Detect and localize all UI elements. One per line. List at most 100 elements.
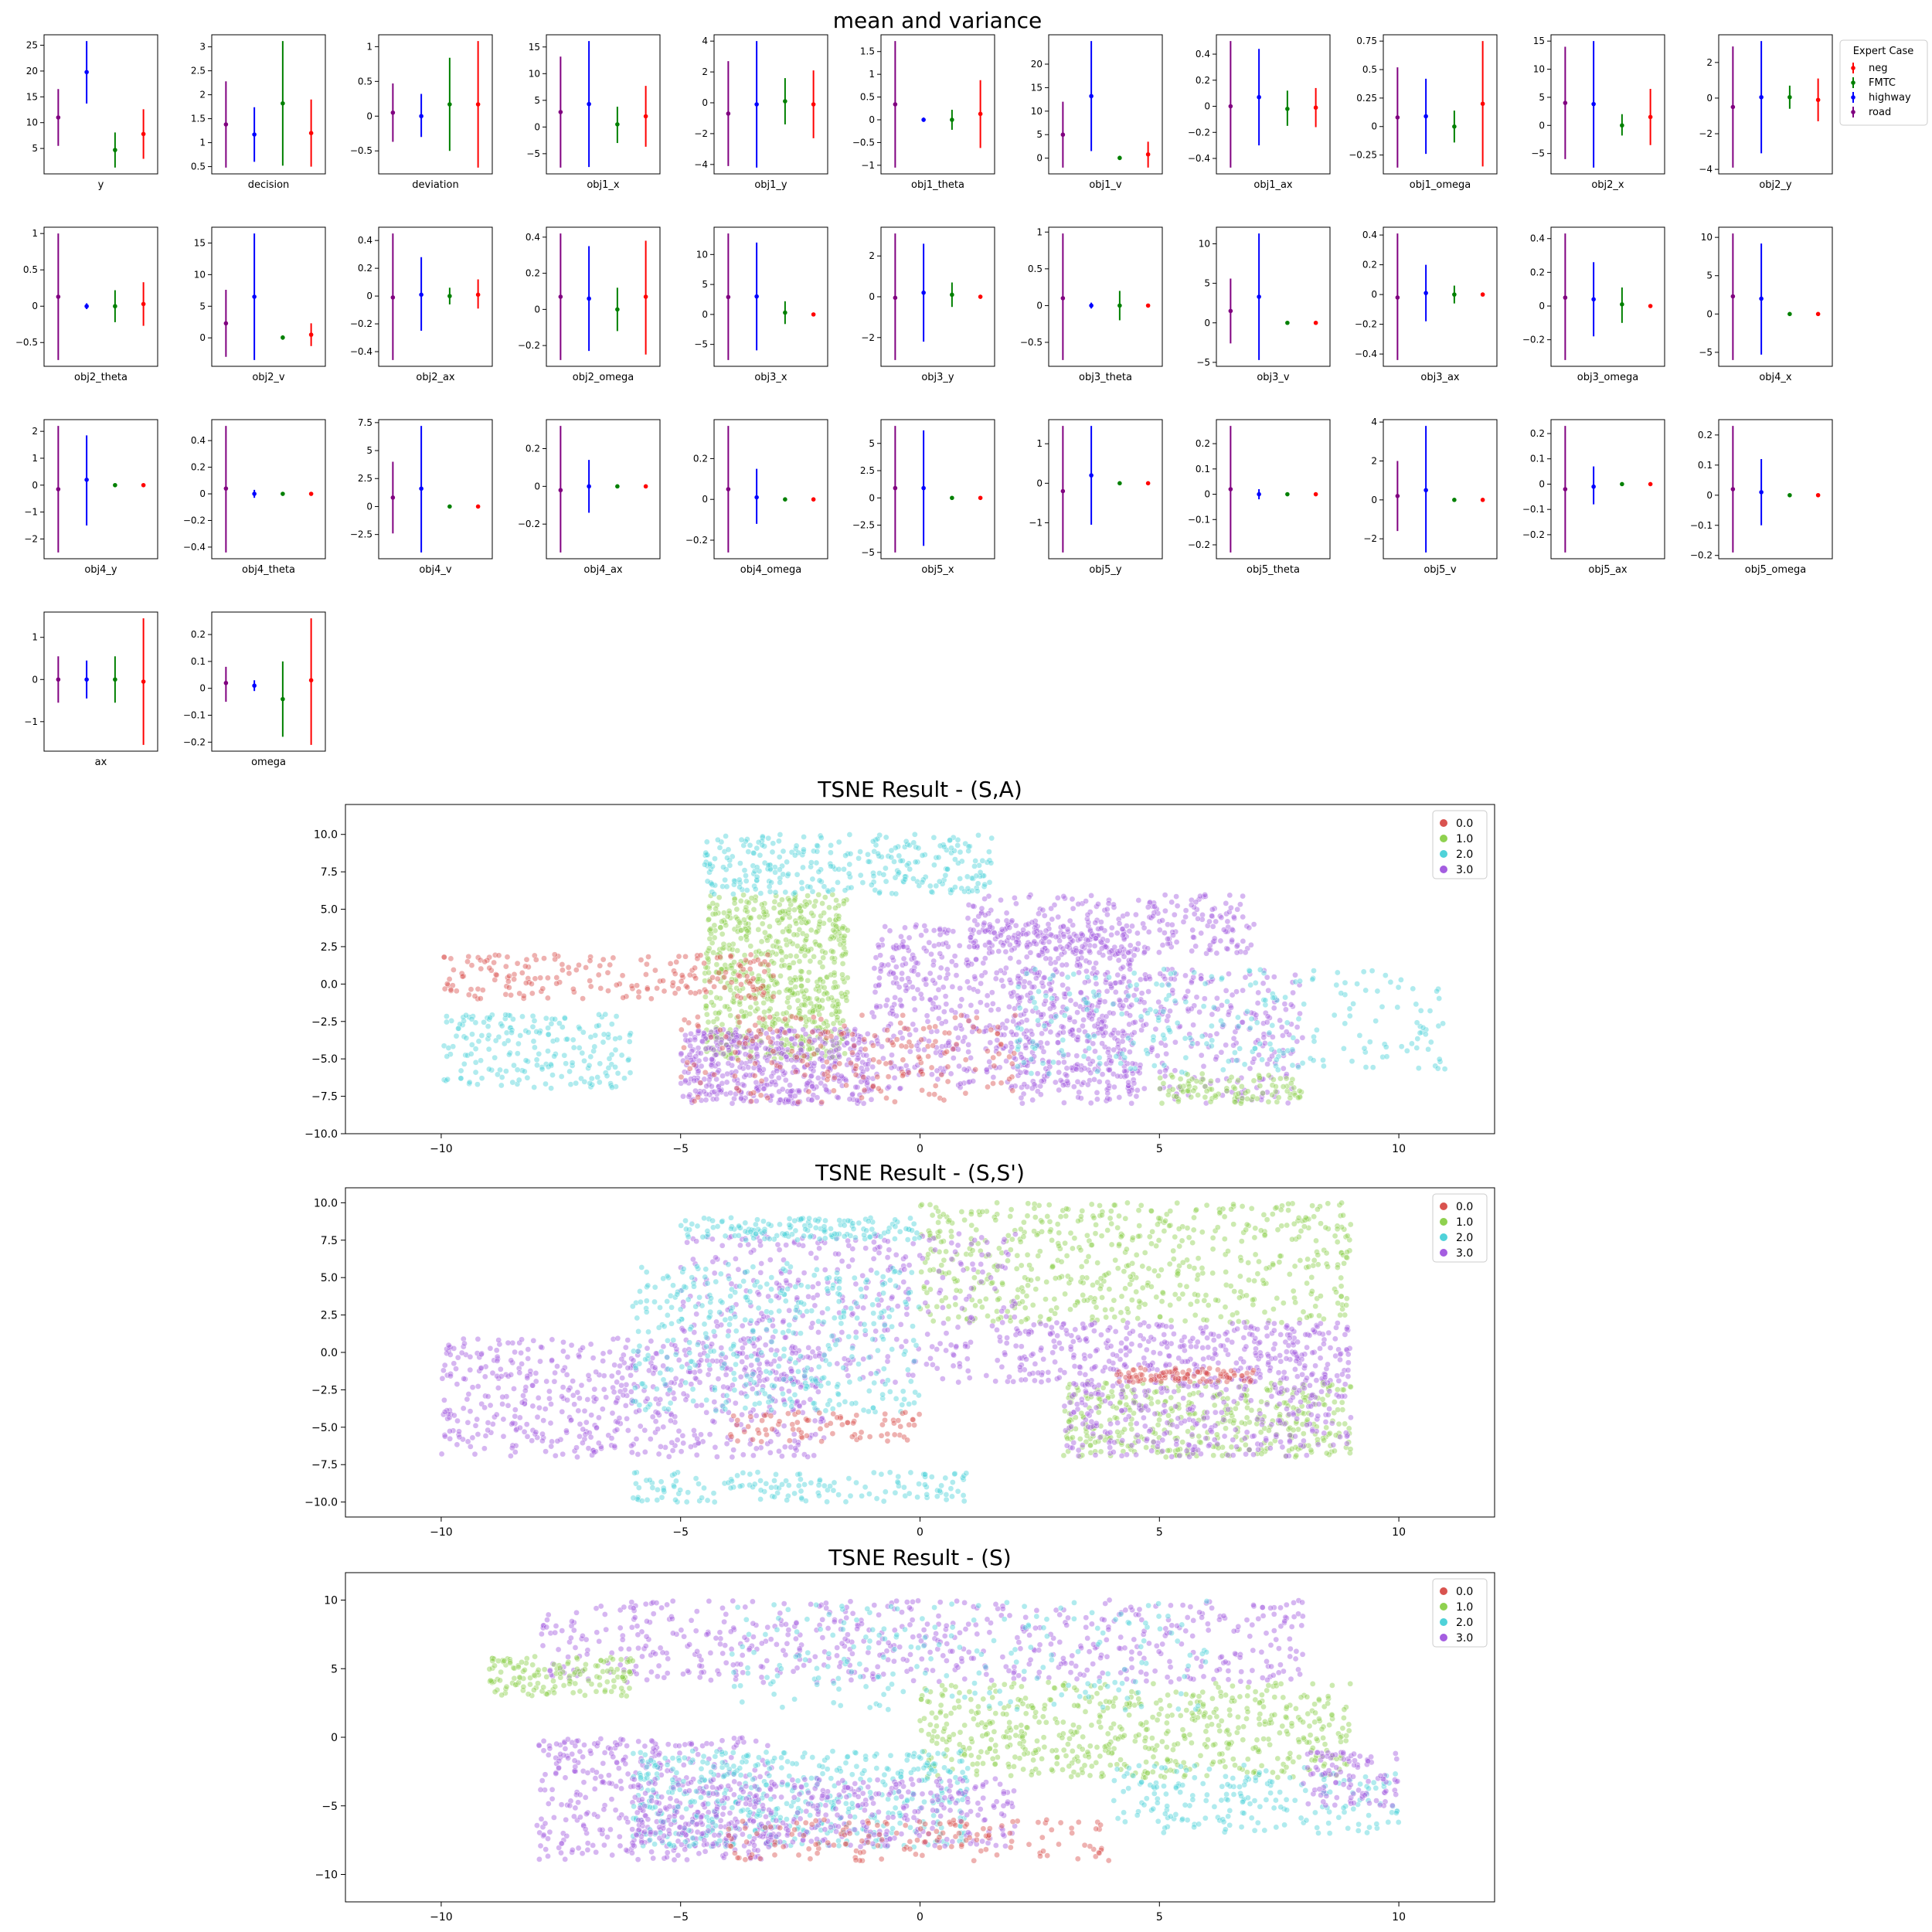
scatter-point-1.0 (783, 1036, 790, 1043)
scatter-point-0.0 (818, 1099, 825, 1105)
scatter-point-0.0 (511, 976, 517, 982)
scatter-point-3.0 (1094, 969, 1100, 976)
scatter-point-2.0 (1093, 1007, 1100, 1014)
legend-point-FMTC (1851, 80, 1855, 85)
mean-point-neg (1648, 481, 1653, 487)
y-tick-label: −5 (694, 339, 708, 350)
scatter-point-0.0 (946, 1030, 952, 1036)
scatter-point-1.0 (796, 958, 803, 964)
mean-point-FMTC (783, 99, 787, 104)
tsne-plot-1: TSNE Result - (S,A)−10 −5 0 5 10−10.0−7.5−5.… (304, 777, 1495, 1155)
scatter-point-3.0 (1047, 1029, 1054, 1036)
scatter-point-1.0 (803, 920, 810, 926)
scatter-point-3.0 (1145, 929, 1152, 935)
scatter-point-3.0 (937, 927, 943, 933)
scatter-point-3.0 (1157, 971, 1163, 977)
scatter-point-3.0 (970, 1078, 976, 1084)
scatter-point-2.0 (1257, 1040, 1264, 1047)
mean-point-neg (811, 497, 816, 502)
scatter-point-3.0 (1046, 1063, 1053, 1070)
scatter-point-2.0 (478, 1057, 484, 1064)
scatter-point-1.0 (1135, 1207, 1142, 1213)
scatter-point-2.0 (801, 846, 807, 853)
y-tick-label: 5 (1204, 278, 1210, 289)
scatter-point-0.0 (876, 1085, 882, 1092)
scatter-point-1.0 (1232, 1085, 1238, 1092)
scatter-point-2.0 (445, 1045, 452, 1051)
scatter-point-3.0 (882, 923, 888, 930)
scatter-point-1.0 (1180, 1259, 1186, 1266)
scatter-point-0.0 (828, 1033, 835, 1039)
scatter-point-1.0 (1278, 1319, 1285, 1326)
scatter-point-2.0 (1417, 1008, 1424, 1014)
scatter-point-0.0 (799, 1058, 806, 1064)
scatter-point-3.0 (1039, 979, 1046, 986)
scatter-point-3.0 (1147, 975, 1153, 982)
mean-point-road (390, 495, 396, 500)
scatter-point-2.0 (782, 889, 789, 896)
mean-point-FMTC (950, 495, 954, 501)
scatter-point-3.0 (1047, 960, 1054, 967)
scatter-point-2.0 (724, 855, 730, 861)
scatter-point-2.0 (912, 832, 918, 838)
y-tick-label: −5 (861, 547, 875, 558)
scatter-point-1.0 (734, 947, 741, 954)
scatter-point-3.0 (1101, 998, 1108, 1005)
scatter-point-2.0 (765, 835, 772, 842)
scatter-point-0.0 (678, 1073, 685, 1080)
mean-point-road (223, 486, 229, 491)
scatter-point-1.0 (1169, 1073, 1176, 1080)
x-tick-label: −5 (672, 1143, 689, 1155)
scatter-point-1.0 (1289, 1236, 1295, 1243)
scatter-point-2.0 (743, 872, 749, 879)
scatter-point-0.0 (897, 1020, 903, 1026)
mean-point-highway (921, 485, 926, 491)
scatter-point-2.0 (524, 1074, 531, 1081)
scatter-point-2.0 (498, 1082, 505, 1089)
scatter-point-1.0 (1080, 1292, 1086, 1298)
scatter-point-3.0 (1098, 925, 1105, 931)
scatter-point-0.0 (743, 1035, 750, 1041)
scatter-point-2.0 (1398, 977, 1404, 983)
scatter-point-0.0 (529, 990, 536, 997)
scatter-point-2.0 (1182, 1035, 1189, 1042)
scatter-point-1.0 (826, 917, 833, 923)
scatter-point-3.0 (1221, 927, 1227, 933)
scatter-point-1.0 (1184, 1225, 1191, 1231)
mean-point-FMTC (783, 497, 787, 502)
scatter-point-3.0 (1128, 957, 1134, 963)
scatter-point-0.0 (532, 975, 539, 982)
scatter-point-3.0 (1107, 955, 1113, 961)
mean-point-neg (811, 102, 816, 107)
scatter-point-1.0 (1046, 1219, 1053, 1225)
y-tick-label: 10.0 (314, 829, 338, 842)
scatter-point-3.0 (702, 1056, 709, 1063)
scatter-point-3.0 (1012, 922, 1019, 929)
scatter-point-3.0 (1105, 900, 1112, 906)
scatter-point-3.0 (1237, 901, 1243, 908)
scatter-point-1.0 (738, 1009, 745, 1015)
scatter-point-3.0 (1000, 942, 1006, 948)
scatter-point-3.0 (1070, 1032, 1077, 1039)
scatter-point-3.0 (889, 954, 896, 961)
y-tick-label: 0 (869, 492, 875, 503)
scatter-point-0.0 (654, 985, 660, 992)
y-tick-label: −0.2 (350, 318, 372, 329)
scatter-point-0.0 (573, 967, 580, 973)
scatter-point-1.0 (745, 920, 752, 927)
scatter-point-3.0 (1213, 918, 1219, 925)
scatter-point-3.0 (1254, 1000, 1261, 1006)
scatter-point-2.0 (816, 877, 823, 884)
scatter-point-1.0 (781, 962, 787, 968)
scatter-point-0.0 (767, 1026, 774, 1032)
scatter-point-0.0 (580, 995, 586, 1002)
scatter-point-3.0 (982, 955, 988, 961)
scatter-point-3.0 (1182, 993, 1189, 1000)
scatter-point-2.0 (1436, 995, 1442, 1002)
scatter-point-2.0 (706, 861, 713, 867)
scatter-point-3.0 (1129, 1060, 1136, 1066)
x-axis-label: obj3_omega (1577, 372, 1638, 383)
y-tick-label: 1 (32, 632, 38, 643)
